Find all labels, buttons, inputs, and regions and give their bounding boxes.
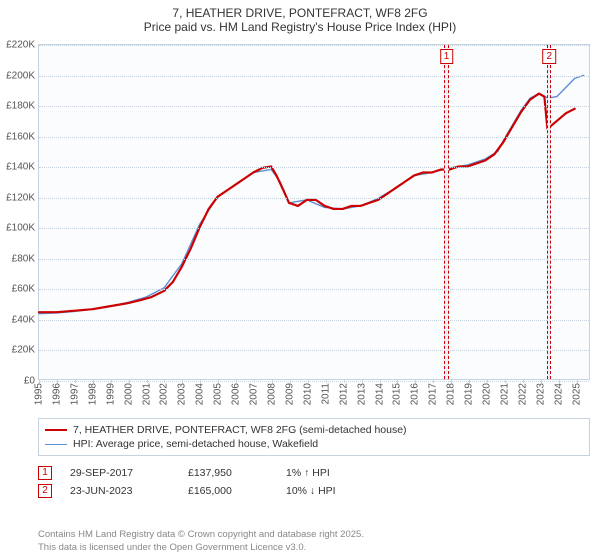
x-axis-label: 2009	[284, 383, 295, 405]
x-axis-label: 2001	[141, 383, 152, 405]
sale-marker-band	[444, 45, 448, 379]
chart-area: £0£20K£40K£60K£80K£100K£120K£140K£160K£1…	[38, 44, 590, 380]
sale-number-badge: 1	[38, 466, 52, 480]
sale-hpi-delta: 1% ↑ HPI	[286, 467, 386, 479]
y-axis-label: £100K	[6, 223, 35, 234]
legend-row: 7, HEATHER DRIVE, PONTEFRACT, WF8 2FG (s…	[45, 423, 583, 437]
x-axis-label: 2025	[571, 383, 582, 405]
legend-area: 7, HEATHER DRIVE, PONTEFRACT, WF8 2FG (s…	[38, 418, 590, 500]
x-axis-label: 2013	[356, 383, 367, 405]
y-axis-label: £60K	[12, 284, 35, 295]
grid-line-h	[39, 259, 589, 260]
legend-swatch	[45, 444, 67, 445]
grid-line-h	[39, 76, 589, 77]
sales-table: 1 29-SEP-2017 £137,950 1% ↑ HPI 2 23-JUN-2023…	[38, 464, 590, 500]
grid-line-h	[39, 381, 589, 382]
x-axis-label: 2021	[499, 383, 510, 405]
y-axis-label: £180K	[6, 101, 35, 112]
y-axis-label: £140K	[6, 162, 35, 173]
grid-line-h	[39, 167, 589, 168]
x-axis-label: 1997	[69, 383, 80, 405]
legend-box: 7, HEATHER DRIVE, PONTEFRACT, WF8 2FG (s…	[38, 418, 590, 456]
sale-row: 1 29-SEP-2017 £137,950 1% ↑ HPI	[38, 464, 590, 482]
grid-line-h	[39, 289, 589, 290]
grid-line-h	[39, 198, 589, 199]
x-axis-label: 2002	[159, 383, 170, 405]
x-axis-label: 2014	[374, 383, 385, 405]
x-axis-label: 2007	[249, 383, 260, 405]
sale-marker-label: 2	[542, 49, 556, 64]
chart-plot: £0£20K£40K£60K£80K£100K£120K£140K£160K£1…	[38, 44, 590, 380]
legend-swatch	[45, 429, 67, 431]
grid-line-h	[39, 320, 589, 321]
x-axis-label: 2011	[320, 383, 331, 405]
y-axis-label: £120K	[6, 192, 35, 203]
grid-line-h	[39, 228, 589, 229]
sale-number-badge: 2	[38, 484, 52, 498]
sale-row: 2 23-JUN-2023 £165,000 10% ↓ HPI	[38, 482, 590, 500]
chart-lines-svg	[39, 45, 589, 379]
x-axis-label: 2015	[392, 383, 403, 405]
x-axis-label: 2004	[195, 383, 206, 405]
series-line-hpi	[39, 75, 584, 313]
grid-line-h	[39, 137, 589, 138]
y-axis-label: £160K	[6, 131, 35, 142]
y-axis-label: £40K	[12, 314, 35, 325]
grid-line-h	[39, 45, 589, 46]
sale-price: £165,000	[188, 485, 268, 497]
x-axis-label: 2019	[464, 383, 475, 405]
x-axis-label: 2024	[553, 383, 564, 405]
grid-line-h	[39, 106, 589, 107]
page-container: 7, HEATHER DRIVE, PONTEFRACT, WF8 2FG Pr…	[0, 0, 600, 560]
x-axis-label: 2023	[535, 383, 546, 405]
x-axis-label: 2016	[410, 383, 421, 405]
x-axis-label: 2012	[338, 383, 349, 405]
sale-marker-label: 1	[440, 49, 454, 64]
sale-hpi-delta: 10% ↓ HPI	[286, 485, 386, 497]
x-axis-label: 2022	[517, 383, 528, 405]
x-axis-label: 2020	[482, 383, 493, 405]
series-line-price_paid	[39, 94, 575, 313]
x-axis-label: 2017	[428, 383, 439, 405]
grid-line-h	[39, 350, 589, 351]
footer-attribution: Contains HM Land Registry data © Crown c…	[38, 529, 364, 554]
sale-marker-band	[547, 45, 551, 379]
chart-title-block: 7, HEATHER DRIVE, PONTEFRACT, WF8 2FG Pr…	[0, 0, 600, 36]
x-axis-label: 2006	[231, 383, 242, 405]
sale-date: 23-JUN-2023	[70, 485, 170, 497]
x-axis-label: 2010	[302, 383, 313, 405]
x-axis-label: 1998	[87, 383, 98, 405]
y-axis-label: £80K	[12, 253, 35, 264]
legend-label: HPI: Average price, semi-detached house,…	[73, 438, 318, 450]
x-axis-label: 1999	[105, 383, 116, 405]
x-axis-label: 2003	[177, 383, 188, 405]
x-axis-label: 2000	[123, 383, 134, 405]
x-axis-label: 2018	[446, 383, 457, 405]
sale-price: £137,950	[188, 467, 268, 479]
sale-date: 29-SEP-2017	[70, 467, 170, 479]
footer-line2: This data is licensed under the Open Gov…	[38, 542, 364, 554]
x-axis-label: 2008	[266, 383, 277, 405]
legend-row: HPI: Average price, semi-detached house,…	[45, 437, 583, 451]
x-axis-label: 1995	[34, 383, 45, 405]
x-axis-label: 1996	[51, 383, 62, 405]
y-axis-label: £220K	[6, 40, 35, 51]
legend-label: 7, HEATHER DRIVE, PONTEFRACT, WF8 2FG (s…	[73, 424, 407, 436]
y-axis-label: £20K	[12, 345, 35, 356]
chart-title-subtitle: Price paid vs. HM Land Registry's House …	[0, 20, 600, 34]
y-axis-label: £200K	[6, 70, 35, 81]
x-axis-label: 2005	[213, 383, 224, 405]
chart-title-address: 7, HEATHER DRIVE, PONTEFRACT, WF8 2FG	[0, 6, 600, 20]
footer-line1: Contains HM Land Registry data © Crown c…	[38, 529, 364, 541]
